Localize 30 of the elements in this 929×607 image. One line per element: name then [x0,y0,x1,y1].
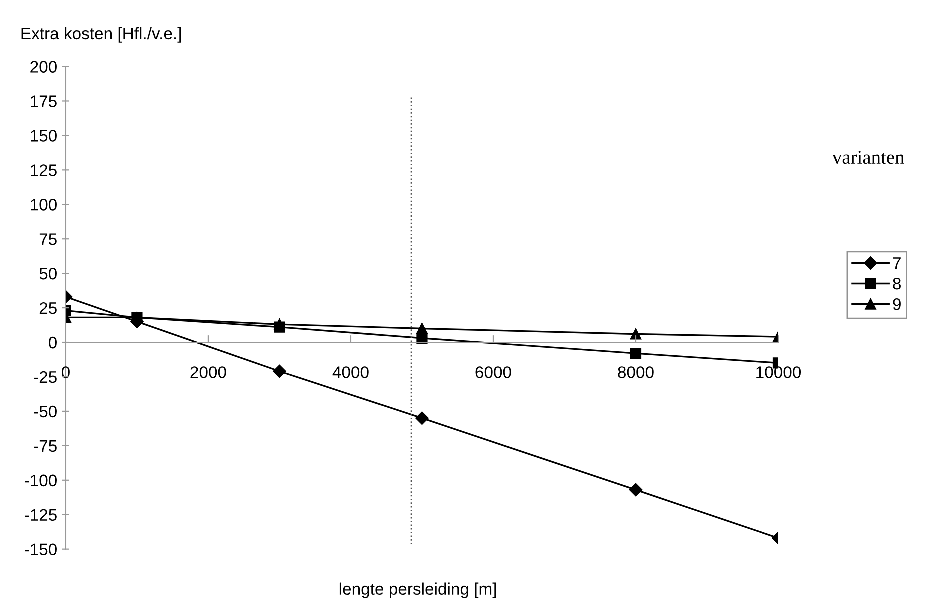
y-tick-label: -150 [25,544,57,556]
point [274,319,286,330]
x-tick-label: 6000 [476,366,512,378]
y-tick-label: 125 [31,164,57,176]
point [273,364,286,378]
y-tick-label: 200 [30,61,57,73]
y-tick-label: 100 [31,199,57,211]
y-tick-label: 25 [40,302,57,314]
y-tick-label: -125 [25,509,57,522]
point [416,323,428,334]
x-tick-label: 8000 [618,366,654,378]
legend-label: 9 [893,298,901,310]
y-tick-label: 75 [40,234,57,246]
x-tick-label: 2000 [190,366,226,378]
x-tick-label: 10000 [756,366,802,378]
y-tick-label: 0 [49,336,57,349]
y-tick-label: 175 [31,96,57,108]
y-tick-label: -50 [34,406,57,418]
y-tick-label: 50 [40,268,57,280]
x-tick-label: 4000 [332,366,369,378]
y-axis-title: Extra kosten [Hfl./v.e.] [22,27,182,43]
y-tick-label: -25 [34,371,57,384]
x-axis-title: lengte persleiding [m] [340,582,496,598]
legend-label: 7 [893,258,901,270]
legend-label: 8 [893,278,902,290]
point [416,412,429,425]
legend-title: varianten [832,151,904,164]
y-tick-label: 150 [31,130,57,142]
y-tick-label: -100 [25,474,57,487]
y-tick-label: -75 [34,440,57,452]
